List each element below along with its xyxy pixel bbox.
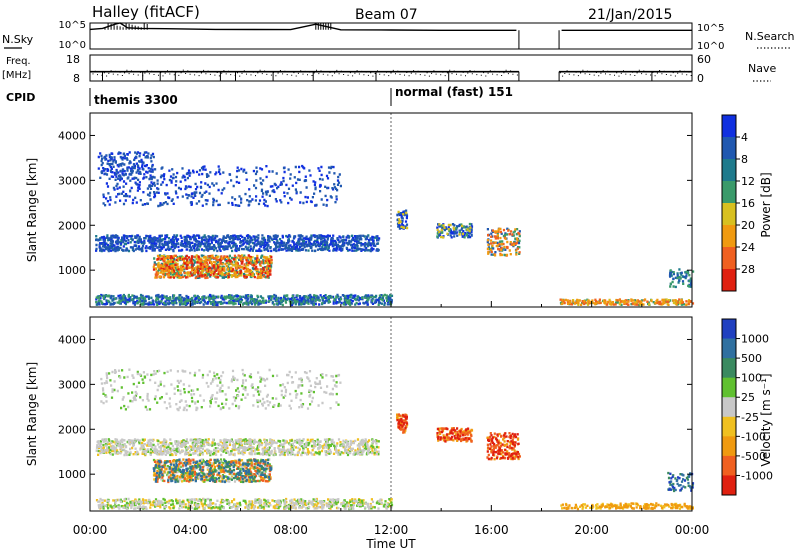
- date-title: 21/Jan/2015: [588, 7, 672, 23]
- noise-left-tick-top: 10^5: [59, 20, 86, 31]
- power-echo-cells: [152, 254, 273, 279]
- power-cbar-swatch-7: [722, 269, 736, 292]
- velocity-cbar-tick-6: -500: [741, 450, 766, 463]
- velocity-cbar-swatch-2: [722, 358, 736, 379]
- velocity-cbar-tick-5: -100: [741, 430, 766, 443]
- freq-right-tick-top: 60: [697, 53, 711, 66]
- velocity-cbar-swatch-6: [722, 436, 736, 457]
- power-echo-cells: [95, 151, 693, 306]
- velocity-cbar-tick-2: 100: [741, 372, 762, 385]
- nave-dots: [92, 69, 692, 77]
- power-cbar-tick-0: 4: [741, 131, 748, 144]
- velocity-ytick-label-1: 2000: [58, 423, 86, 436]
- velocity-ytick-label-2: 3000: [58, 378, 86, 391]
- site-title: Halley (fitACF): [92, 3, 200, 21]
- x-tick-label-3: 12:00: [374, 523, 409, 537]
- velocity-ylabel: Slant Range [km]: [25, 362, 39, 466]
- power-cbar-swatch-2: [722, 159, 736, 182]
- power-panel: 1000 2000 3000 4000 Slant Range [km] 4 8 12 16…: [25, 112, 773, 308]
- velocity-cbar-swatch-4: [722, 397, 736, 418]
- freq-right-label: Nave: [748, 62, 776, 75]
- velocity-xlabel: Time UT: [365, 537, 416, 551]
- power-cbar-swatch-6: [722, 247, 736, 270]
- freq-drops: [102, 71, 653, 81]
- noise-left-label: N.Sky: [2, 33, 34, 46]
- beam-title: Beam 07: [355, 7, 418, 23]
- velocity-echo-cells: [97, 369, 394, 511]
- noise-right-tick-top: 10^5: [697, 23, 724, 34]
- power-ytick-label-0: 1000: [58, 264, 86, 277]
- power-cbar-tick-6: 28: [741, 263, 755, 276]
- power-ylabel: Slant Range [km]: [25, 158, 39, 262]
- velocity-echo-cells: [668, 472, 695, 492]
- velocity-cbar-tick-4: -25: [741, 411, 759, 424]
- noise-spikes: [104, 23, 332, 30]
- velocity-cbar-tick-7: -1000: [741, 469, 773, 482]
- velocity-echo-cells: [153, 413, 521, 484]
- velocity-cbar-frame: [721, 318, 737, 496]
- noise-gap-edges: [518, 30, 560, 49]
- cpid-segment-2: normal (fast) 151: [395, 85, 513, 99]
- x-tick-label-2: 08:00: [273, 523, 308, 537]
- power-cbar-swatch-0: [722, 115, 736, 138]
- power-cbar-swatch-3: [722, 181, 736, 204]
- velocity-echo-cells: [95, 368, 393, 510]
- velocity-cbar-tick-3: 25: [741, 391, 755, 404]
- velocity-echo-cells: [153, 413, 694, 511]
- velocity-echo-cells: [153, 458, 694, 493]
- power-cbar-tick-2: 12: [741, 175, 755, 188]
- velocity-cbar-tick-1: 500: [741, 352, 762, 365]
- cpid-label: CPID: [6, 91, 35, 104]
- power-cbar-tick-5: 24: [741, 241, 755, 254]
- frequency-panel: Freq. [MHz] 18 8 60 0 Nave: [2, 53, 776, 85]
- velocity-ytick-label-3: 4000: [58, 333, 86, 346]
- velocity-cbar-swatch-1: [722, 338, 736, 359]
- noise-series-segment-0: [89, 22, 517, 31]
- noise-left-tick-bottom: 10^0: [59, 40, 86, 51]
- x-tick-label-6: 00:00: [675, 523, 710, 537]
- freq-left-unit: [MHz]: [2, 70, 31, 81]
- power-echo-cells: [95, 151, 474, 307]
- velocity-echo-cells: [396, 414, 520, 461]
- x-tick-label-4: 16:00: [474, 523, 509, 537]
- velocity-cbar-swatch-0: [722, 319, 736, 340]
- power-cbar-swatch-5: [722, 225, 736, 248]
- velocity-cbar-swatch-8: [722, 475, 736, 496]
- velocity-echo-cells: [152, 458, 694, 492]
- velocity-cbar-swatch-3: [722, 377, 736, 398]
- velocity-cbar-swatch-7: [722, 455, 736, 476]
- x-tick-label-0: 00:00: [73, 523, 108, 537]
- power-cbar-swatch-4: [722, 203, 736, 226]
- freq-left-label: Freq.: [6, 56, 31, 67]
- freq-right-tick-bottom: 0: [697, 72, 704, 85]
- x-tick-label-5: 20:00: [574, 523, 609, 537]
- velocity-panel: 1000 2000 3000 4000 00:00 04:00 08:00 12:00 16:…: [25, 316, 773, 551]
- noise-right-tick-bottom: 10^0: [697, 41, 724, 52]
- power-ytick-label-2: 3000: [58, 174, 86, 187]
- power-cbar-tick-3: 16: [741, 197, 755, 210]
- noise-panel: N.Sky 10^5 10^0 10^5 10^0 N.Search: [2, 20, 795, 52]
- power-cbar-tick-4: 20: [741, 219, 755, 232]
- velocity-cbar-tick-0: 1000: [741, 333, 769, 346]
- power-cbar-label: Power [dB]: [759, 172, 773, 237]
- power-ytick-label-1: 2000: [58, 219, 86, 232]
- power-cbar-tick-1: 8: [741, 153, 748, 166]
- power-ytick-label-3: 4000: [58, 129, 86, 142]
- velocity-cbar-swatch-5: [722, 416, 736, 437]
- freq-left-tick-bottom: 8: [73, 72, 80, 85]
- noise-right-label: N.Search: [745, 30, 795, 43]
- cpid-panel: CPID themis 3300 normal (fast) 151: [6, 85, 513, 107]
- cpid-segment-1: themis 3300: [94, 93, 178, 107]
- velocity-cbar-label: Velocity [m s⁻¹]: [759, 373, 773, 466]
- velocity-ytick-label-0: 1000: [58, 468, 86, 481]
- x-tick-label-1: 04:00: [173, 523, 208, 537]
- freq-left-tick-top: 18: [66, 53, 80, 66]
- power-cbar-swatch-1: [722, 137, 736, 160]
